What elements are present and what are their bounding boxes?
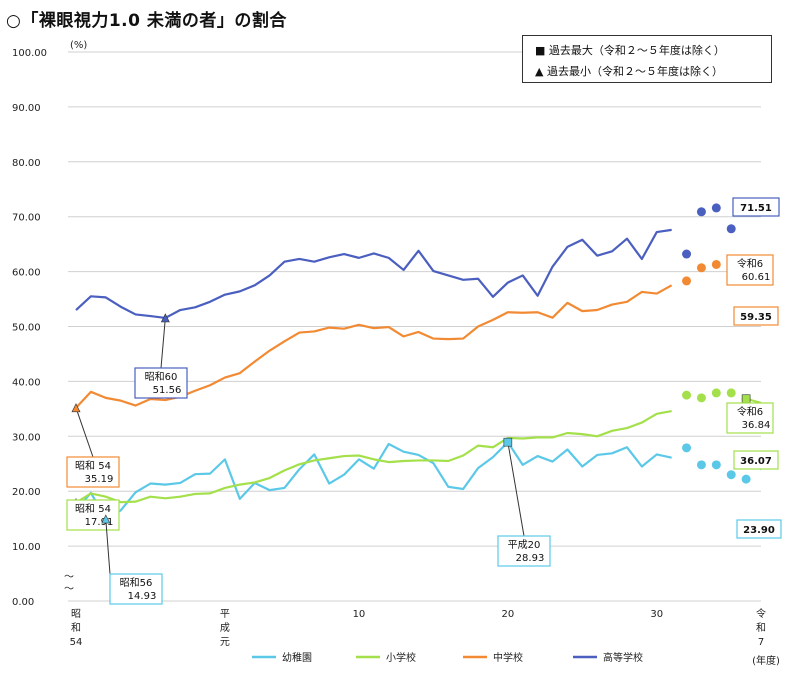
axis-break-mark: 〜 <box>64 584 74 595</box>
series-dot-3 <box>696 207 706 217</box>
legend-min-label: ▲ 過去最小（令和２～５年度は除く） <box>535 65 723 78</box>
series-dot-0 <box>726 470 736 480</box>
max-min-legend: ■ 過去最大（令和２～５年度は除く） ▲ 過去最小（令和２～５年度は除く） <box>522 35 772 83</box>
callout-label-value: 36.84 <box>742 420 771 431</box>
callout-box <box>66 456 120 488</box>
legend-label-1: 小学校 <box>386 651 416 664</box>
callout-label-value: 60.61 <box>742 272 771 283</box>
y-tick-label: 50.00 <box>12 323 41 334</box>
x-unit-label: (年度) <box>752 654 780 667</box>
callout-box <box>109 573 163 605</box>
end-value-label: 36.07 <box>740 456 772 467</box>
y-tick-label: 90.00 <box>12 103 41 114</box>
y-tick-label: 0.00 <box>12 597 34 608</box>
max-marker <box>741 394 751 404</box>
y-tick-label: 70.00 <box>12 213 41 224</box>
y-tick-label: 40.00 <box>12 377 41 388</box>
series-dot-3 <box>711 203 721 213</box>
legend-label-3: 高等学校 <box>603 651 643 664</box>
series-dot-3 <box>682 249 692 259</box>
callout-connector <box>105 518 111 575</box>
series-dot-0 <box>741 474 751 484</box>
callout-label-top: 昭和60 <box>145 371 178 383</box>
x-tick-label: 令 <box>756 607 766 620</box>
min-marker <box>71 403 81 413</box>
callout-label-top: 平成20 <box>508 539 541 551</box>
y-tick-label: 60.00 <box>12 268 41 279</box>
x-tick-label: 30 <box>650 609 663 620</box>
legend-max-label: ■ 過去最大（令和２～５年度は除く） <box>535 44 725 57</box>
min-marker <box>101 514 111 524</box>
callout-label-top: 昭和 54 <box>75 503 111 515</box>
callout-box <box>134 367 188 399</box>
callout-label-value: 14.93 <box>128 591 157 602</box>
end-value-label: 59.35 <box>740 312 772 323</box>
series-dot-0 <box>711 460 721 470</box>
x-tick-label: 昭 <box>71 608 81 620</box>
x-tick-label: 54 <box>70 637 83 648</box>
series-dot-3 <box>726 224 736 234</box>
end-value-box <box>736 519 782 539</box>
series-dot-0 <box>682 443 692 453</box>
y-unit-label: (%) <box>70 40 87 51</box>
callout-label-value: 35.19 <box>85 474 114 485</box>
series-line-0 <box>75 441 672 521</box>
max-marker <box>503 437 513 447</box>
x-tick-label: 7 <box>758 637 764 648</box>
y-tick-label: 100.00 <box>12 48 47 59</box>
x-tick-label: 和 <box>756 622 766 634</box>
callout-label-value: 71.51 <box>740 203 772 214</box>
x-tick-label: 20 <box>501 609 514 620</box>
callout-box <box>497 535 551 567</box>
callout-box <box>66 499 120 531</box>
y-tick-label: 20.00 <box>12 487 41 498</box>
callout-box <box>732 197 780 217</box>
callout-label-top: 令和6 <box>737 257 763 270</box>
callout-box <box>726 402 774 434</box>
x-tick-label: 成 <box>220 622 230 634</box>
series-dot-1 <box>682 390 692 400</box>
series-dot-2 <box>711 259 721 269</box>
callout-connector <box>75 407 94 458</box>
x-tick-label: 平 <box>220 609 230 620</box>
x-tick-label: 和 <box>71 622 81 634</box>
legend-label-0: 幼稚園 <box>282 651 312 664</box>
callout-label-value: 28.93 <box>516 553 545 564</box>
series-dot-1 <box>711 388 721 398</box>
end-value-label: 23.90 <box>743 525 775 536</box>
chart-title: ○「裸眼視力1.0 未満の者」の割合 <box>6 11 287 31</box>
callout-box <box>726 254 774 286</box>
x-tick-label: 元 <box>220 637 230 648</box>
end-value-box <box>733 306 779 326</box>
callout-label-value: 17.91 <box>85 517 114 528</box>
y-tick-label: 10.00 <box>12 542 41 553</box>
series-line-1 <box>75 409 672 504</box>
callout-connector <box>160 317 166 369</box>
series-dot-1 <box>726 388 736 398</box>
callout-label-top: 昭和 54 <box>75 460 111 472</box>
series-dot-1 <box>696 393 706 403</box>
series-dot-2 <box>696 263 706 273</box>
callout-label-top: 令和6 <box>737 405 763 418</box>
y-tick-label: 30.00 <box>12 432 41 443</box>
series-line-3 <box>75 228 672 320</box>
axis-break-mark: 〜 <box>64 572 74 583</box>
callout-label-top: 昭和56 <box>120 577 153 589</box>
x-tick-label: 10 <box>353 609 366 620</box>
end-value-box <box>733 450 779 470</box>
callout-connector <box>507 442 525 537</box>
series-dot-2 <box>682 276 692 286</box>
y-tick-label: 80.00 <box>12 158 41 169</box>
min-marker <box>160 313 170 323</box>
series-dot-0 <box>696 460 706 470</box>
legend-label-2: 中学校 <box>493 651 523 664</box>
callout-label-value: 51.56 <box>153 385 182 396</box>
